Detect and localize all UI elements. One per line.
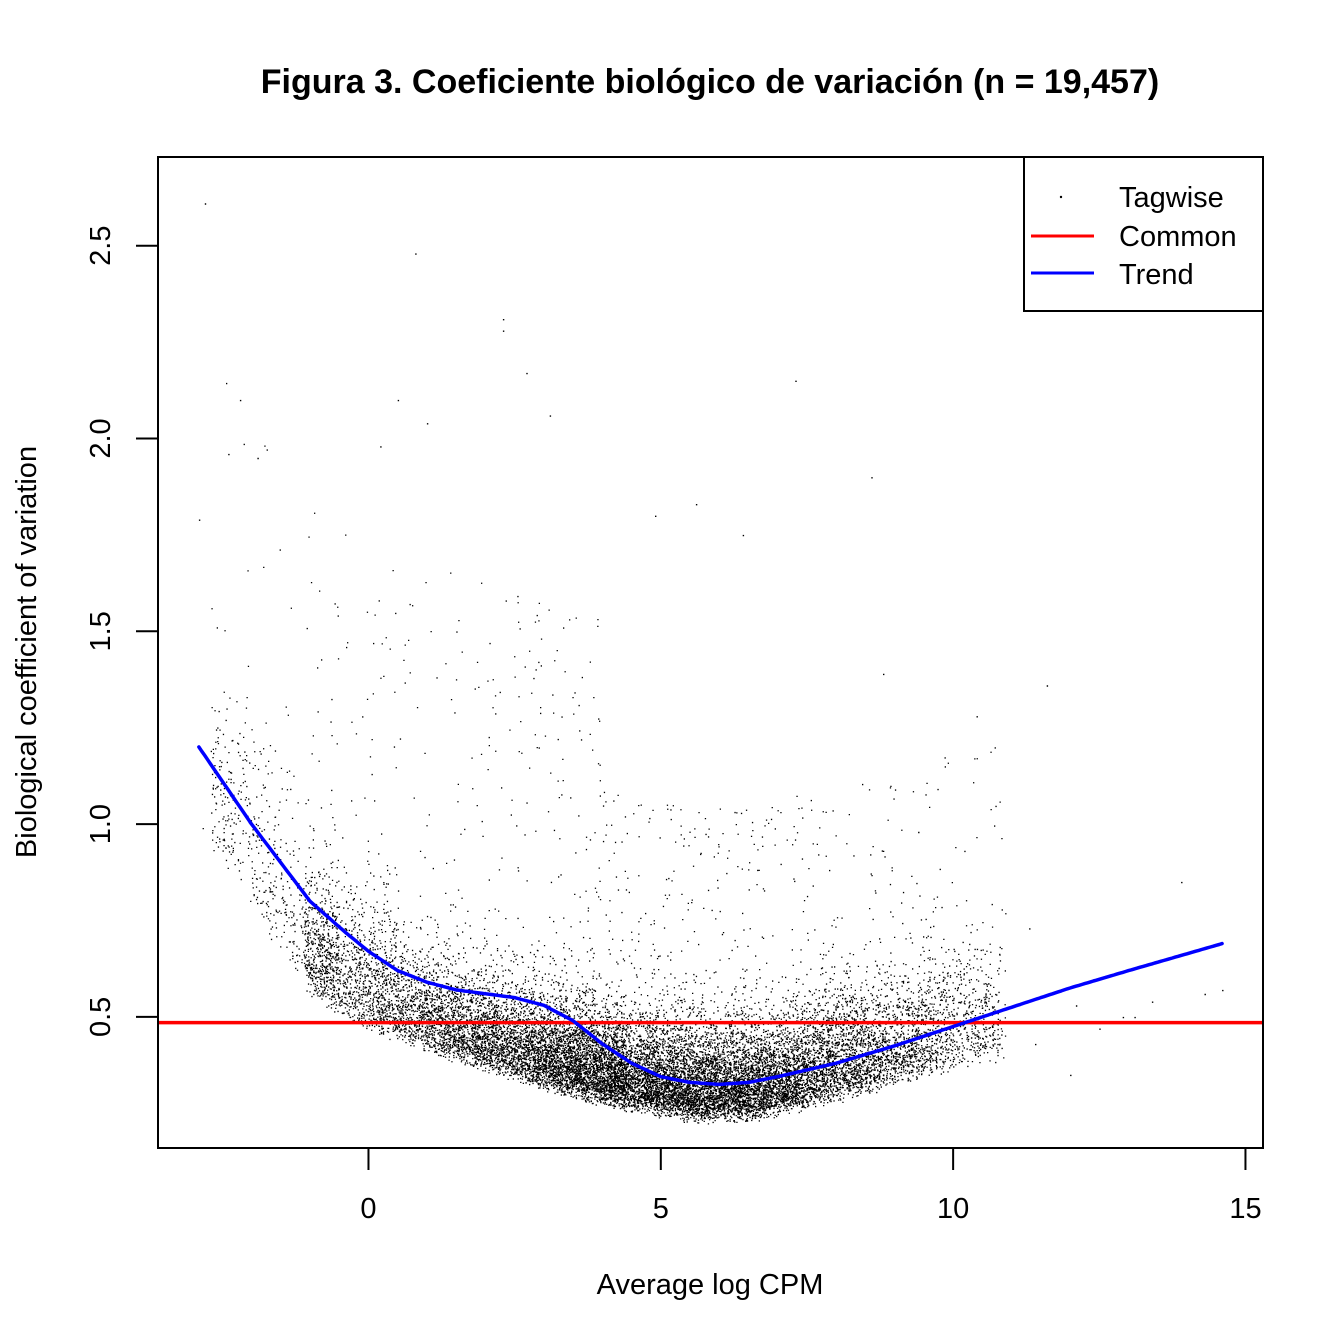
y-tick-label: 2.5	[85, 226, 117, 266]
y-tick-label: 1.5	[85, 611, 117, 651]
y-tick-label: 0.5	[85, 997, 117, 1037]
x-tick-label: 5	[653, 1193, 669, 1225]
y-axis: 0.5 1.0 1.5 2.0 2.5	[85, 226, 159, 1037]
x-axis-label: Average log CPM	[597, 1269, 824, 1301]
trend-line	[197, 745, 1224, 1087]
legend-trend-label: Trend	[1119, 259, 1194, 291]
legend-tagwise-marker	[1059, 195, 1063, 199]
x-tick-label: 0	[360, 1193, 376, 1225]
lines-layer	[158, 745, 1263, 1087]
x-axis: 0 5 10 15	[360, 1147, 1262, 1225]
y-tick-label: 1.0	[85, 804, 117, 844]
legend-tagwise-label: Tagwise	[1119, 182, 1224, 214]
chart-title: Figura 3. Coeficiente biológico de varia…	[261, 63, 1159, 101]
x-tick-label: 15	[1229, 1193, 1261, 1225]
y-tick-label: 2.0	[85, 418, 117, 458]
y-axis-label: Biological coefficient of variation	[11, 446, 43, 858]
x-tick-label: 10	[937, 1193, 969, 1225]
legend-common-label: Common	[1119, 221, 1237, 253]
legend-box	[1023, 156, 1264, 312]
legend: Tagwise Common Trend	[1023, 156, 1264, 312]
